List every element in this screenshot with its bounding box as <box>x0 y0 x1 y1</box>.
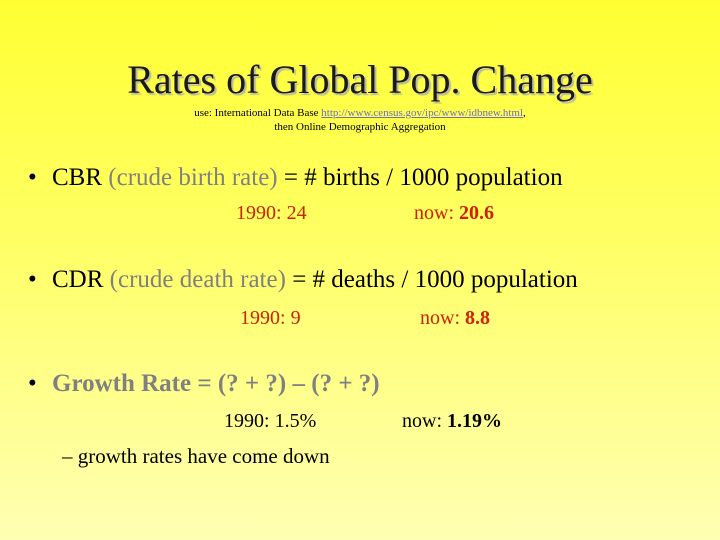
stat-value: 1.5% <box>274 410 317 432</box>
source-line2: then Online Demographic Aggregation <box>274 121 446 133</box>
stat-value: 8.8 <box>465 307 490 329</box>
stat-value: 9 <box>290 307 301 329</box>
source-prefix: use: International Data Base <box>194 107 322 119</box>
source-suffix: , <box>523 107 526 119</box>
bullet-term: CBR <box>52 164 103 191</box>
stat-label: 1990: <box>236 202 287 224</box>
cbr-1990: 1990: 24 <box>236 202 307 225</box>
source-link[interactable]: http://www.census.gov/ipc/www/idbnew.htm… <box>321 107 524 119</box>
bullet-marker: • <box>28 164 37 191</box>
stat-label: 1990: <box>240 307 291 329</box>
stat-value: 24 <box>286 202 307 224</box>
cdr-now: now: 8.8 <box>420 307 490 330</box>
bullet-cdr: • CDR (crude death rate) = # deaths / 100… <box>28 266 578 294</box>
bullet-cbr: • CBR (crude birth rate) = # births / 100… <box>28 164 563 192</box>
bullet-term: CDR <box>52 266 104 293</box>
stat-label: now: <box>414 202 459 224</box>
stat-value: 20.6 <box>459 202 494 224</box>
stat-value: 1.19% <box>447 410 502 432</box>
cdr-1990: 1990: 9 <box>240 307 301 330</box>
growth-1990: 1990: 1.5% <box>224 410 316 433</box>
bullet-expansion: (crude birth rate) <box>102 164 278 191</box>
bullet-marker: • <box>28 370 37 397</box>
cbr-now: now: 20.6 <box>414 202 494 225</box>
bullet-expansion: (crude death rate) <box>103 266 286 293</box>
bullet-growth-rate: • Growth Rate = (? + ?) – (? + ?) <box>28 370 380 398</box>
slide-title: Rates of Global Pop. Change <box>127 57 593 102</box>
source-note: use: International Data Base http://www.… <box>0 106 720 134</box>
bullet-formula: = # deaths / 1000 population <box>285 266 578 293</box>
growth-now: now: 1.19% <box>402 410 502 433</box>
bullet-marker: • <box>28 266 37 293</box>
stat-label: 1990: <box>224 410 275 432</box>
sub-bullet-growth-trend: – growth rates have come down <box>62 444 330 468</box>
bullet-term: Growth Rate = (? + ?) – (? + ?) <box>52 370 380 397</box>
stat-label: now: <box>402 410 447 432</box>
stat-label: now: <box>420 307 465 329</box>
bullet-formula: = # births / 1000 population <box>277 164 563 191</box>
